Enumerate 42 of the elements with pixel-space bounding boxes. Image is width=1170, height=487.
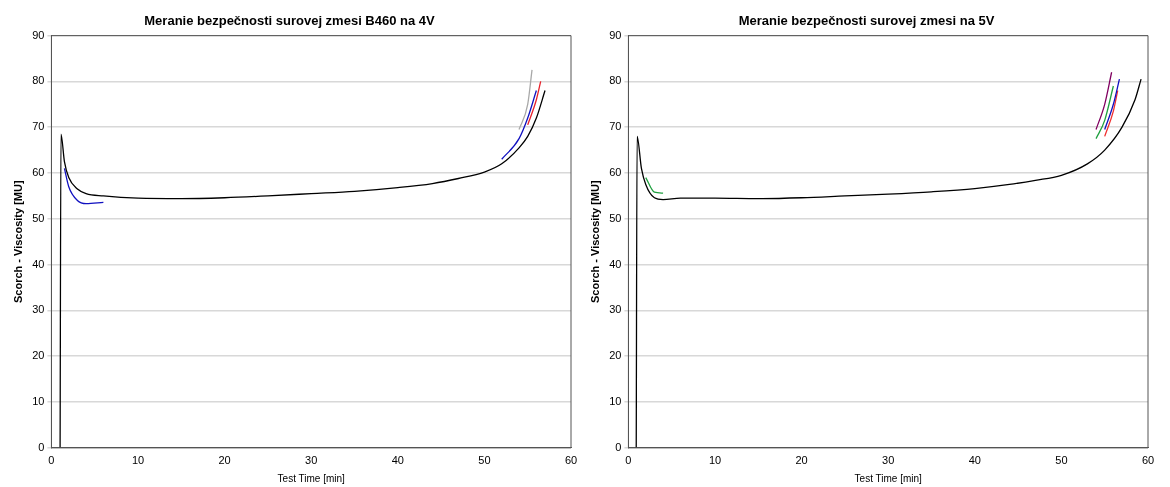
x-tick-label: 0 xyxy=(48,454,55,467)
y-tick-label: 10 xyxy=(609,395,622,408)
y-tick-label: 80 xyxy=(32,74,45,87)
y-tick-label: 60 xyxy=(609,166,622,179)
y-tick-label: 70 xyxy=(32,120,45,133)
x-tick-label: 50 xyxy=(478,454,491,467)
y-tick-label: 20 xyxy=(609,349,622,362)
y-tick-label: 60 xyxy=(32,166,45,179)
y-tick-label: 40 xyxy=(609,257,622,270)
x-tick-label: 20 xyxy=(218,454,231,467)
y-tick-label: 0 xyxy=(38,440,45,453)
y-tick-label: 0 xyxy=(615,440,622,453)
chart-title: Meranie bezpečnosti surovej zmesi na 5V xyxy=(738,13,995,29)
x-axis-title: Test Time [min] xyxy=(854,472,923,484)
x-tick-label: 10 xyxy=(131,454,145,467)
y-tick-label: 30 xyxy=(609,303,622,316)
x-tick-label: 30 xyxy=(305,454,318,467)
x-tick-label: 20 xyxy=(795,454,808,467)
x-tick-label: 40 xyxy=(968,454,981,467)
chart-title: Meranie bezpečnosti surovej zmesi B460 na 4V xyxy=(144,13,436,29)
x-tick-label: 60 xyxy=(564,454,578,467)
x-tick-label: 0 xyxy=(625,454,632,467)
y-tick-label: 30 xyxy=(32,303,45,316)
y-tick-label: 80 xyxy=(609,74,622,87)
y-tick-label: 50 xyxy=(609,211,622,224)
y-tick-label: 50 xyxy=(32,211,45,224)
y-tick-label: 20 xyxy=(32,349,45,362)
x-tick-label: 30 xyxy=(882,454,895,467)
line-series xyxy=(635,78,1142,448)
line-series xyxy=(59,89,546,448)
x-tick-label: 40 xyxy=(391,454,404,467)
y-tick-label: 70 xyxy=(609,120,622,133)
x-axis-title: Test Time [min] xyxy=(277,472,346,484)
y-tick-label: 10 xyxy=(32,395,45,408)
y-tick-label: 90 xyxy=(32,28,45,41)
y-tick-label: 40 xyxy=(32,257,45,270)
x-tick-label: 50 xyxy=(1055,454,1068,467)
x-tick-label: 60 xyxy=(1141,454,1155,467)
x-tick-label: 10 xyxy=(708,454,722,467)
y-axis-title: Scorch - Viscosity [MU] xyxy=(11,180,24,304)
y-tick-label: 90 xyxy=(609,28,622,41)
y-axis-title: Scorch - Viscosity [MU] xyxy=(588,180,601,304)
